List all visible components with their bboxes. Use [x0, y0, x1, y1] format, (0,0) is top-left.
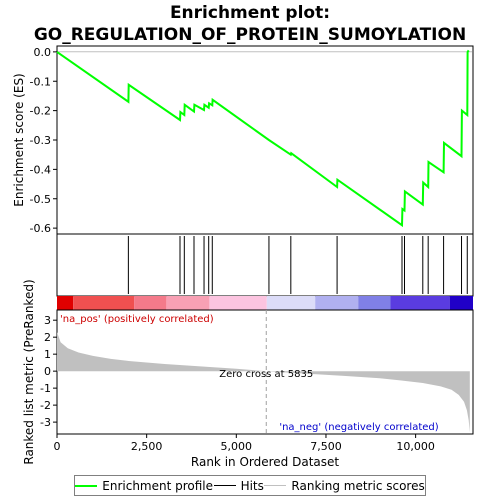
- rank-colorbar: [57, 296, 473, 310]
- rank-ylabel: Ranked list metric (PreRanked): [22, 279, 36, 464]
- x-tick-label: 0: [54, 440, 61, 453]
- chart-title-line2: GO_REGULATION_OF_PROTEIN_SUMOYLATION: [34, 25, 466, 45]
- es-ytick-label: -0.6: [30, 222, 51, 235]
- rank-ytick-label: -3: [40, 416, 51, 429]
- x-tick-label: 7,500: [310, 440, 342, 453]
- legend-item: Hits: [213, 478, 264, 493]
- es-panel-frame: [56, 45, 474, 235]
- es-ytick-label: -0.1: [30, 75, 51, 88]
- colorbar-segment: [358, 296, 391, 310]
- colorbar-segment: [449, 296, 473, 310]
- rank-ytick-label: -2: [40, 399, 51, 412]
- rank-ytick-label: 2: [44, 331, 51, 344]
- legend-label: Hits: [240, 478, 264, 493]
- x-axis: 0 2,500 5,000 7,500 10,000: [54, 434, 435, 453]
- x-axis-label: Rank in Ordered Dataset: [191, 455, 339, 469]
- legend-label: Ranking metric scores: [291, 478, 425, 493]
- rank-ytick-label: 0: [44, 365, 51, 378]
- legend-swatch: [264, 485, 287, 486]
- rank-panel: 3 2 1 0 -1 -2 -3 'na_pos' (positively correlat…: [22, 279, 474, 465]
- x-tick-label: 5,000: [221, 440, 253, 453]
- colorbar-segment: [57, 296, 74, 310]
- x-tick-label: 2,500: [131, 440, 163, 453]
- legend-item: Ranking metric scores: [264, 478, 425, 493]
- es-ylabel: Enrichment score (ES): [12, 73, 26, 206]
- colorbar-segment: [73, 296, 135, 310]
- colorbar-segment: [390, 296, 450, 310]
- es-ytick-label: 0.0: [34, 46, 52, 59]
- legend-item: Enrichment profile: [75, 479, 213, 493]
- chart-title-line1: Enrichment plot:: [170, 3, 330, 23]
- es-panel: 0.0 -0.1 -0.2 -0.3 -0.4 -0.5 -0.6 Enrichment s…: [12, 45, 474, 235]
- es-ytick-label: -0.2: [30, 105, 51, 118]
- neg-correlated-label: 'na_neg' (negatively correlated): [279, 422, 438, 433]
- rank-ytick-label: -1: [40, 382, 51, 395]
- colorbar-segment: [209, 296, 267, 310]
- es-ytick-label: -0.4: [30, 163, 51, 176]
- zero-cross-label: Zero cross at 5835: [219, 369, 313, 380]
- colorbar-segment: [134, 296, 167, 310]
- pos-correlated-label: 'na_pos' (positively correlated): [60, 314, 214, 325]
- colorbar-segment: [315, 296, 359, 310]
- es-ytick-label: -0.3: [30, 134, 51, 147]
- es-ytick-label: -0.5: [30, 193, 51, 206]
- legend-label: Enrichment profile: [102, 478, 214, 493]
- legend: Enrichment profile Hits Ranking metric sco…: [74, 475, 426, 496]
- enrichment-profile-line: [56, 49, 470, 228]
- rank-ytick-label: 1: [44, 348, 51, 361]
- x-tick-label: 10,000: [396, 440, 435, 453]
- legend-swatch: [75, 484, 98, 487]
- legend-swatch: [213, 485, 236, 486]
- rank-ytick-label: 3: [44, 314, 51, 327]
- hits-panel: [56, 233, 474, 297]
- colorbar-segment: [266, 296, 316, 310]
- colorbar-segment: [166, 296, 210, 310]
- hits-panel-frame: [56, 233, 474, 297]
